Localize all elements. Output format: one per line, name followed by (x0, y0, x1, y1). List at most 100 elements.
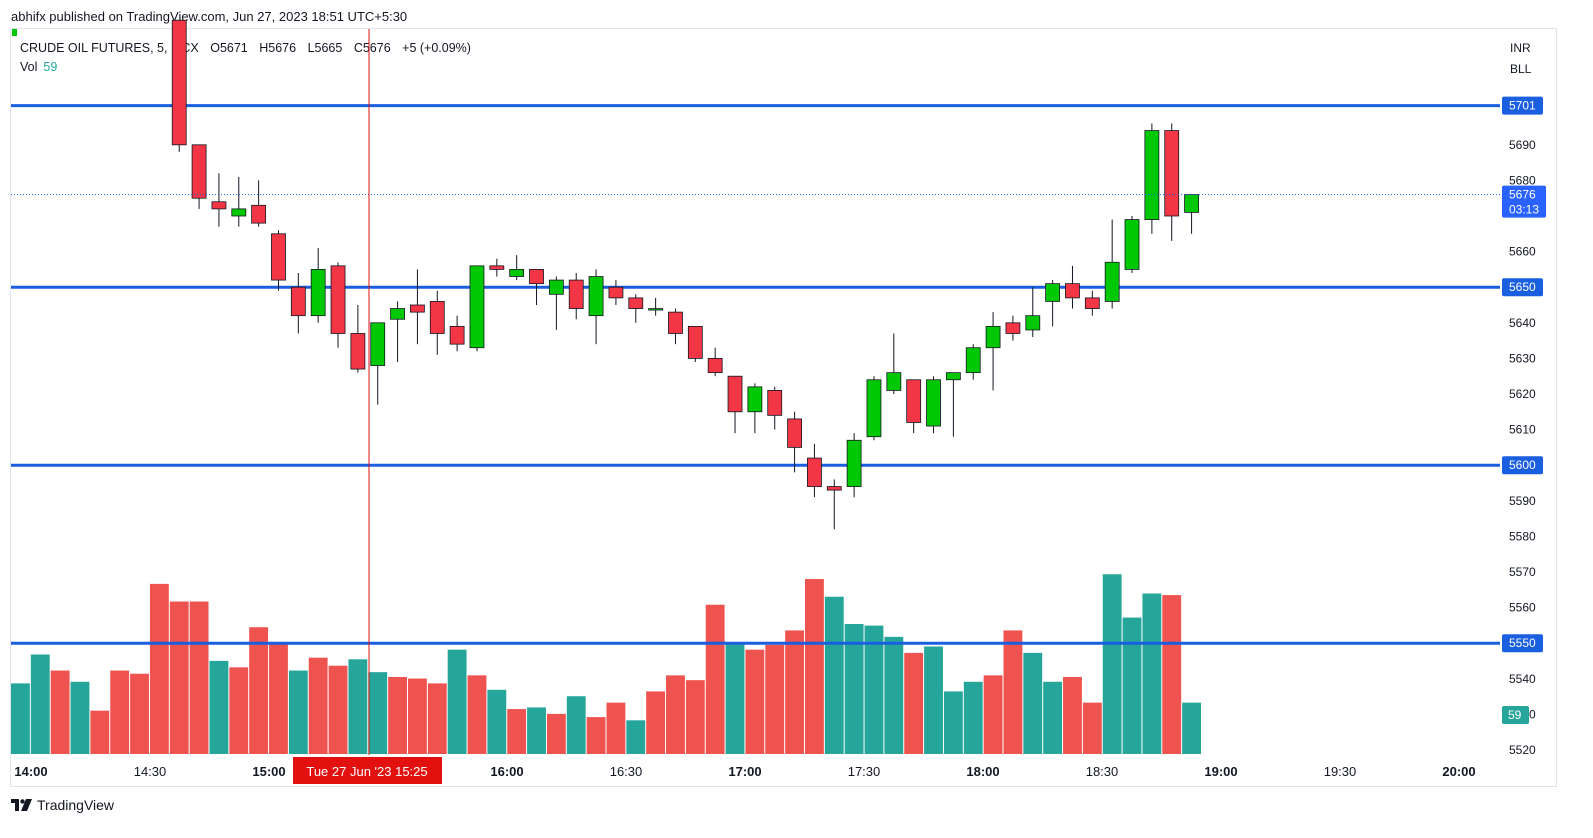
tradingview-logo-icon (11, 799, 32, 811)
horizontal-levels (11, 104, 1500, 645)
candle (271, 230, 286, 291)
volume-bar (507, 709, 527, 754)
x-tick-label: 18:00 (966, 764, 999, 779)
x-tick-label: 16:00 (490, 764, 523, 779)
volume-bar (1023, 652, 1043, 754)
volume-bar (1043, 681, 1063, 754)
x-tick-label: 19:30 (1324, 764, 1357, 779)
volume-bar (904, 652, 924, 754)
volume-label[interactable]: Vol (20, 60, 38, 74)
ohlc-high: H5676 (259, 41, 297, 55)
candle-body (271, 233, 286, 281)
y-tick-label: 5630 (1509, 351, 1536, 365)
footer-brand[interactable]: TradingView (11, 797, 114, 813)
volume-bar (50, 670, 70, 754)
candle (1005, 315, 1021, 341)
volume-bar (30, 654, 50, 754)
volume-bar (705, 604, 725, 754)
volume-bar (1082, 702, 1102, 754)
candle (767, 386, 783, 430)
candle (410, 269, 425, 345)
x-tick-label: 17:30 (848, 764, 881, 779)
candle (886, 333, 902, 394)
volume-bar (566, 696, 586, 754)
volume-bar (487, 689, 507, 754)
candle (1104, 219, 1120, 309)
volume-bar (467, 675, 487, 754)
candle (568, 272, 584, 320)
candle-body (231, 208, 247, 217)
candle-body (390, 308, 405, 320)
candle (429, 290, 445, 355)
volume-bar (805, 579, 824, 754)
x-tick-label: 14:00 (14, 764, 47, 779)
price-scale-corner[interactable]: INR BLL (1510, 38, 1531, 80)
footer-brand-label: TradingView (37, 797, 115, 813)
countdown-label: 03:13 (1509, 203, 1539, 217)
candle (807, 443, 822, 498)
volume-bar (408, 678, 427, 754)
candle (211, 173, 227, 227)
candle-body (370, 322, 386, 366)
x-tick-label: 14:30 (134, 764, 167, 779)
candle-body (826, 486, 842, 491)
x-tick-label: 20:00 (1442, 764, 1475, 779)
candle (1025, 287, 1041, 338)
y-tick-label: 5640 (1509, 316, 1536, 330)
volume-bar (924, 646, 943, 754)
volume-bar (546, 713, 566, 754)
candle-body (945, 372, 961, 381)
volume-bar (249, 627, 269, 754)
candle-body (211, 201, 227, 210)
level-price-tag (1502, 278, 1543, 297)
volume-bar (666, 675, 685, 754)
chart-frame (10, 28, 1557, 787)
volume-bar (110, 670, 130, 754)
status-marker (12, 29, 17, 36)
candle-body (648, 308, 664, 311)
volume-bar (149, 583, 169, 754)
volume-bar (269, 643, 288, 754)
volume-bar (963, 681, 983, 754)
y-tick-label: 5620 (1509, 387, 1536, 401)
candle (1084, 290, 1100, 316)
volume-bar (11, 683, 30, 754)
candle (1124, 216, 1140, 273)
y-tick-label: 5570 (1509, 565, 1536, 579)
publish-header: abhifx published on TradingView.com, Jun… (11, 9, 408, 24)
candle (191, 144, 207, 209)
volume-bar (646, 691, 666, 754)
candle (628, 294, 644, 323)
volume-bars (11, 574, 1201, 754)
volume-bar (288, 670, 308, 754)
volume-value: 59 (43, 60, 58, 74)
ohlc-open: O5671 (210, 41, 248, 55)
y-tick-label: 5520 (1509, 743, 1536, 757)
candle (171, 19, 187, 152)
price-axis[interactable]: 5520553055405560557055805590561056205630… (1502, 96, 1546, 757)
x-tick-label: 17:00 (728, 764, 761, 779)
last-price-tag (1502, 185, 1546, 218)
y-tick-label: 5610 (1509, 423, 1536, 437)
volume-bar (447, 649, 467, 754)
candle-body (985, 325, 1001, 349)
y-tick-label: 5580 (1509, 529, 1536, 543)
candle-body (668, 311, 683, 334)
symbol-label[interactable]: CRUDE OIL FUTURES, 5, MCX (20, 41, 199, 55)
volume-bar (1063, 676, 1082, 754)
candle-body (727, 375, 743, 413)
candle (906, 379, 922, 434)
level-price-label: 5550 (1509, 636, 1536, 650)
candle-body (1124, 219, 1140, 270)
candle (548, 276, 564, 330)
candle-body (548, 279, 564, 295)
volume-bar (725, 643, 745, 754)
candle (846, 433, 862, 498)
volume-bar (527, 707, 546, 754)
candle-body (568, 279, 584, 309)
currency-label: INR (1510, 41, 1531, 55)
time-axis[interactable]: 14:0014:3015:0015:3016:0016:3017:0017:30… (14, 757, 1476, 784)
volume-bar (388, 676, 407, 754)
candle (290, 272, 306, 334)
